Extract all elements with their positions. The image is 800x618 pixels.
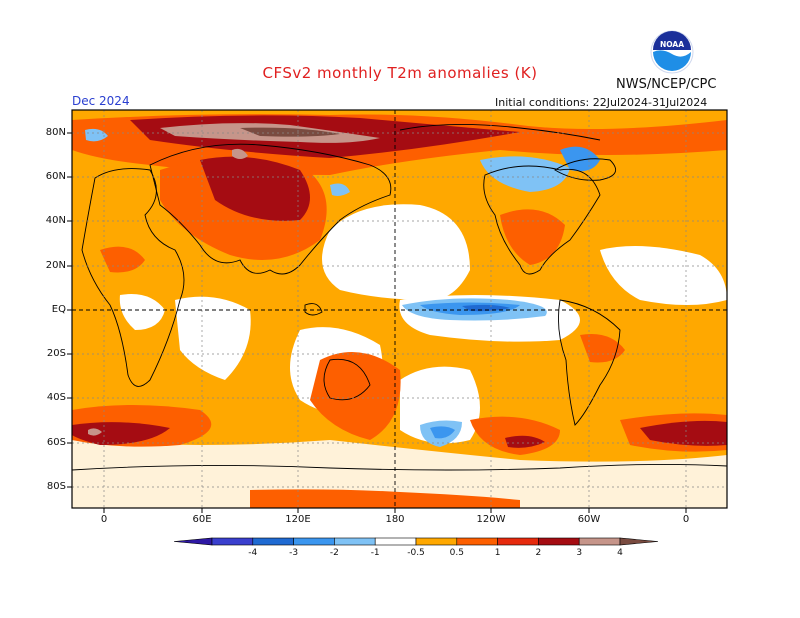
logo-text: NOAA bbox=[660, 40, 684, 49]
map-frame bbox=[71, 109, 728, 509]
legend-swatch bbox=[252, 537, 294, 546]
legend-label: 4 bbox=[617, 548, 623, 558]
lat-label-20n: 20N bbox=[45, 260, 66, 271]
agency-label: NWS/NCEP/CPC bbox=[616, 77, 717, 92]
legend-label: 3 bbox=[576, 548, 583, 558]
lat-label-60s: 60S bbox=[46, 437, 66, 448]
anomaly-field bbox=[72, 110, 727, 508]
legend-swatch bbox=[374, 537, 417, 546]
lon-label-120e: 120E bbox=[285, 514, 311, 525]
lat-label-40n: 40N bbox=[45, 215, 66, 226]
legend-swatch bbox=[293, 537, 335, 546]
legend-swatch bbox=[578, 537, 621, 546]
lat-label-80s: 80S bbox=[46, 481, 66, 492]
grid-lines bbox=[72, 110, 727, 508]
legend-label: 0.5 bbox=[449, 548, 464, 558]
lat-label-eq: EQ bbox=[51, 304, 66, 315]
lat-label-60n: 60N bbox=[45, 171, 66, 182]
lat-label-80n: 80N bbox=[45, 127, 66, 138]
legend-label: -1 bbox=[370, 548, 380, 558]
legend-label: -2 bbox=[329, 548, 339, 558]
noaa-logo: NOAA bbox=[650, 30, 694, 74]
legend-label: 1 bbox=[494, 548, 501, 558]
legend-swatch bbox=[497, 537, 539, 546]
initial-conditions: Initial conditions: 22Jul2024-31Jul2024 bbox=[495, 96, 708, 109]
map-title: CFSv2 monthly T2m anomalies (K) bbox=[262, 64, 538, 82]
legend-label: -3 bbox=[289, 548, 299, 558]
lat-label-20s: 20S bbox=[46, 348, 66, 359]
legend-swatch bbox=[538, 537, 580, 546]
lat-label-40s: 40S bbox=[46, 392, 66, 403]
axis-ticks bbox=[67, 132, 687, 513]
legend-swatch bbox=[415, 537, 458, 546]
lon-label-60e: 60E bbox=[192, 514, 212, 525]
lon-label-0-east: 0 bbox=[682, 514, 690, 525]
legend-swatch bbox=[456, 537, 498, 546]
legend-label: -4 bbox=[248, 548, 258, 558]
lon-label-120w: 120W bbox=[476, 514, 506, 525]
legend-label: -0.5 bbox=[407, 548, 425, 558]
legend-swatch-high-end bbox=[619, 537, 659, 546]
legend-swatch-low-end bbox=[173, 537, 213, 546]
legend-label: 2 bbox=[535, 548, 542, 558]
forecast-period: Dec 2024 bbox=[72, 94, 130, 108]
lon-label-180: 180 bbox=[385, 514, 405, 525]
legend-swatch bbox=[334, 537, 376, 546]
lon-label-0: 0 bbox=[100, 514, 108, 525]
legend-swatch bbox=[211, 537, 254, 546]
lon-label-60w: 60W bbox=[577, 514, 601, 525]
